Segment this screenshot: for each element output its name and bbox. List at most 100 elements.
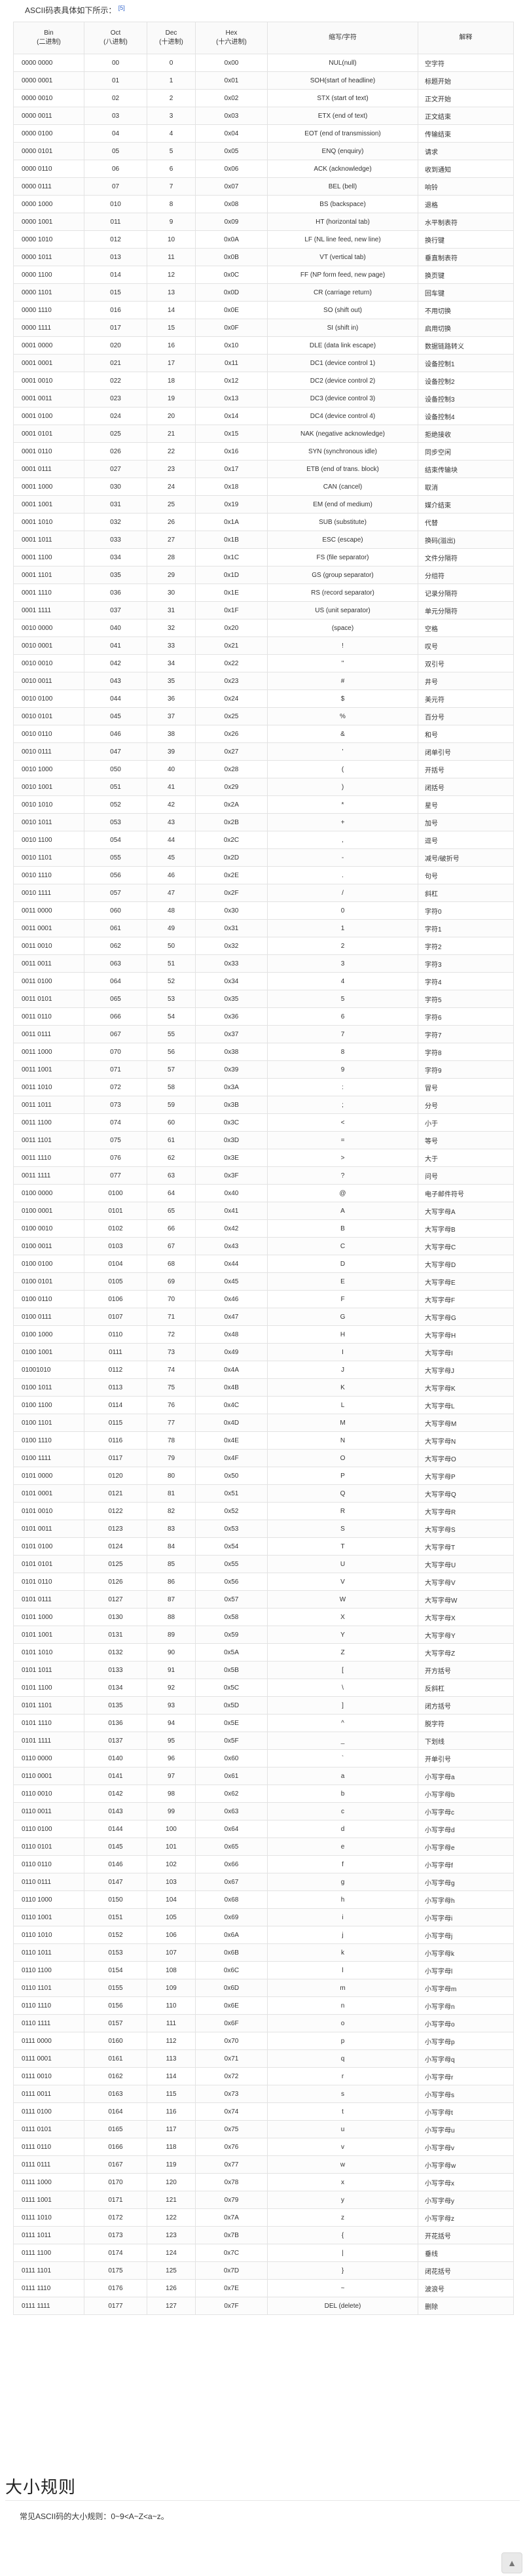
cell-dec: 41 bbox=[147, 778, 196, 796]
cell-dec: 100 bbox=[147, 1820, 196, 1838]
cell-bin: 0101 1010 bbox=[13, 1643, 84, 1662]
cell-hex: 0x22 bbox=[195, 654, 268, 672]
cell-abbr: V bbox=[267, 1573, 418, 1591]
cell-bin: 0010 1110 bbox=[13, 866, 84, 884]
intro-text: ASCII码表具体如下所示： [5] bbox=[25, 3, 125, 16]
cell-dec: 33 bbox=[147, 636, 196, 655]
cell-dec: 80 bbox=[147, 1467, 196, 1485]
cell-oct: 0114 bbox=[84, 1396, 147, 1414]
cell-desc: 小写字母c bbox=[418, 1802, 514, 1820]
table-row: 0110 1011 0153 107 0x6B k 小写字母k bbox=[13, 1943, 514, 1962]
cell-dec: 112 bbox=[147, 2032, 196, 2050]
cell-hex: 0x56 bbox=[195, 1573, 268, 1591]
cell-oct: 0113 bbox=[84, 1378, 147, 1397]
cell-hex: 0x25 bbox=[195, 707, 268, 725]
cell-oct: 021 bbox=[84, 354, 147, 372]
cell-hex: 0x1C bbox=[195, 548, 268, 566]
cell-bin: 0001 1001 bbox=[13, 495, 84, 513]
cell-abbr: FS (file separator) bbox=[267, 548, 418, 566]
cell-abbr: f bbox=[267, 1855, 418, 1873]
cell-abbr: (space) bbox=[267, 619, 418, 637]
cell-oct: 0172 bbox=[84, 2208, 147, 2227]
cell-hex: 0x18 bbox=[195, 478, 268, 496]
cell-oct: 0112 bbox=[84, 1361, 147, 1379]
cell-desc: 文件分隔符 bbox=[418, 548, 514, 566]
cell-dec: 126 bbox=[147, 2279, 196, 2297]
cell-bin: 0000 1100 bbox=[13, 266, 84, 284]
cell-dec: 40 bbox=[147, 760, 196, 778]
cell-desc: 小写字母n bbox=[418, 1996, 514, 2015]
cell-oct: 066 bbox=[84, 1007, 147, 1026]
table-row: 0011 0000 060 48 0x30 0 字符0 bbox=[13, 901, 514, 920]
cell-desc: 大写字母V bbox=[418, 1573, 514, 1591]
cell-dec: 18 bbox=[147, 372, 196, 390]
cell-hex: 0x36 bbox=[195, 1007, 268, 1026]
cell-desc: 小写字母d bbox=[418, 1820, 514, 1838]
cell-oct: 04 bbox=[84, 124, 147, 143]
cell-bin: 0000 0011 bbox=[13, 107, 84, 125]
cell-bin: 0011 0100 bbox=[13, 972, 84, 990]
cell-bin: 0000 0010 bbox=[13, 89, 84, 107]
cell-bin: 0101 1100 bbox=[13, 1679, 84, 1697]
cell-desc: 大写字母C bbox=[418, 1237, 514, 1255]
cell-desc: 换页键 bbox=[418, 266, 514, 284]
table-row: 0000 0100 04 4 0x04 EOT (end of transmission… bbox=[13, 124, 514, 143]
cell-hex: 0x1B bbox=[195, 531, 268, 549]
cell-dec: 51 bbox=[147, 954, 196, 973]
cell-bin: 0011 0000 bbox=[13, 901, 84, 920]
cell-hex: 0x50 bbox=[195, 1467, 268, 1485]
cell-bin: 0000 0000 bbox=[13, 54, 84, 72]
cell-oct: 0164 bbox=[84, 2102, 147, 2121]
cell-hex: 0x35 bbox=[195, 990, 268, 1008]
cell-abbr: [ bbox=[267, 1661, 418, 1679]
cell-abbr: 5 bbox=[267, 990, 418, 1008]
reference-link[interactable]: [5] bbox=[118, 5, 125, 11]
cell-desc: 小写字母r bbox=[418, 2067, 514, 2085]
cell-dec: 58 bbox=[147, 1078, 196, 1096]
cell-hex: 0x2F bbox=[195, 884, 268, 902]
cell-desc: 删除 bbox=[418, 2297, 514, 2315]
table-row: 0100 0010 0102 66 0x42 B 大写字母B bbox=[13, 1219, 514, 1238]
cell-hex: 0x39 bbox=[195, 1060, 268, 1079]
table-row: 0000 0001 01 1 0x01 SOH(start of headline) 标题… bbox=[13, 71, 514, 90]
cell-oct: 0173 bbox=[84, 2226, 147, 2244]
table-row: 0111 1101 0175 125 0x7D} 闭花括号 bbox=[13, 2261, 514, 2280]
cell-hex: 0x7D bbox=[195, 2261, 268, 2280]
table-row: 0110 0000 0140 96 0x60 ` 开单引号 bbox=[13, 1749, 514, 1767]
cell-dec: 20 bbox=[147, 407, 196, 425]
cell-desc: 开括号 bbox=[418, 760, 514, 778]
cell-bin: 0100 1100 bbox=[13, 1396, 84, 1414]
cell-desc: 闭花括号 bbox=[418, 2261, 514, 2280]
header-abbr: 缩写/字符 bbox=[267, 22, 418, 54]
cell-abbr: ESC (escape) bbox=[267, 531, 418, 549]
table-row: 0111 1111 0177 127 0x7F DEL (delete) 删除 bbox=[13, 2297, 514, 2315]
cell-oct: 067 bbox=[84, 1025, 147, 1043]
cell-bin: 0011 1100 bbox=[13, 1113, 84, 1132]
cell-hex: 0x37 bbox=[195, 1025, 268, 1043]
header-desc: 解释 bbox=[418, 22, 514, 54]
cell-abbr: CR (carriage return) bbox=[267, 283, 418, 302]
cell-oct: 052 bbox=[84, 795, 147, 814]
cell-dec: 83 bbox=[147, 1520, 196, 1538]
table-row: 0011 0111 067 55 0x37 7 字符7 bbox=[13, 1025, 514, 1043]
cell-hex: 0x15 bbox=[195, 425, 268, 443]
cell-desc: 换行键 bbox=[418, 230, 514, 249]
cell-bin: 0100 0001 bbox=[13, 1202, 84, 1220]
cell-hex: 0x24 bbox=[195, 689, 268, 708]
cell-dec: 124 bbox=[147, 2244, 196, 2262]
cell-dec: 98 bbox=[147, 1784, 196, 1803]
cell-dec: 8 bbox=[147, 195, 196, 213]
cell-abbr: / bbox=[267, 884, 418, 902]
cell-hex: 0x4C bbox=[195, 1396, 268, 1414]
cell-desc: 大写字母K bbox=[418, 1378, 514, 1397]
cell-abbr: I bbox=[267, 1343, 418, 1361]
cell-dec: 30 bbox=[147, 583, 196, 602]
cell-hex: 0x17 bbox=[195, 460, 268, 478]
cell-desc: 不用切换 bbox=[418, 301, 514, 319]
scroll-top-button[interactable]: ▲ bbox=[501, 2552, 522, 2573]
cell-dec: 47 bbox=[147, 884, 196, 902]
table-row: 0101 1110 0136 94 0x5E ^ 脱字符 bbox=[13, 1714, 514, 1732]
cell-abbr: - bbox=[267, 848, 418, 867]
cell-oct: 046 bbox=[84, 725, 147, 743]
